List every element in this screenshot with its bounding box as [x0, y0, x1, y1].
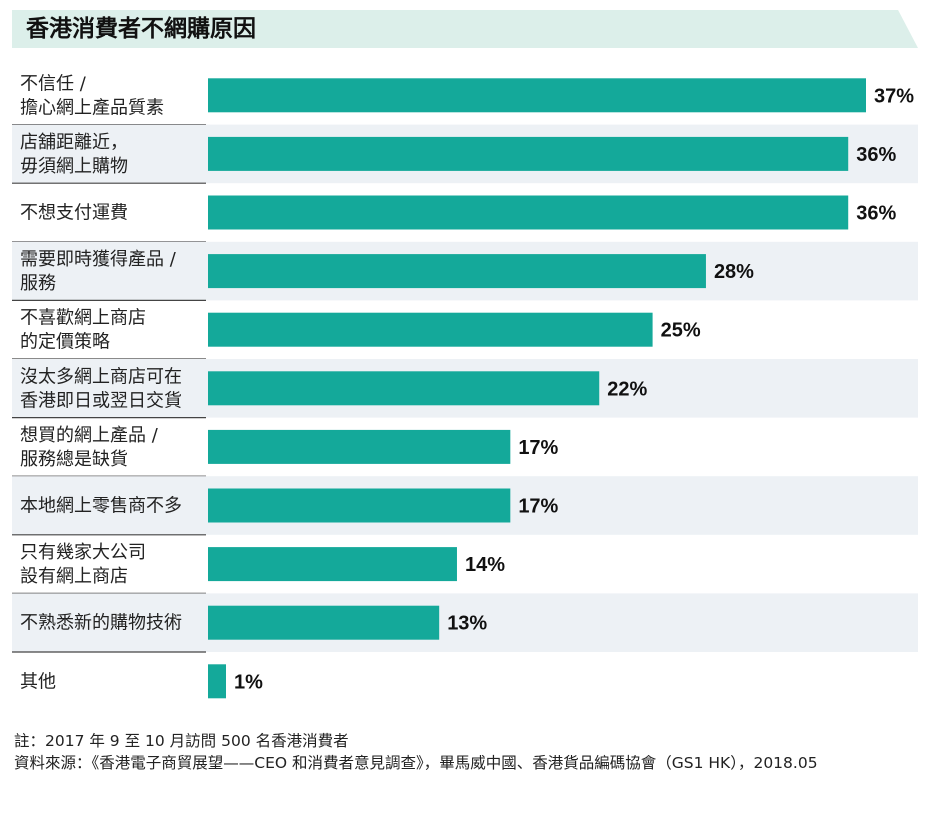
- category-label: 想買的網上產品 /: [20, 425, 159, 446]
- chart-title: 香港消費者不網購原因: [26, 16, 256, 42]
- category-label: 需要即時獲得產品 /: [20, 249, 177, 270]
- bar: [208, 429, 511, 464]
- bar: [208, 371, 600, 406]
- value-label: 1%: [234, 671, 263, 693]
- category-label: 不熟悉新的購物技術: [20, 613, 182, 634]
- bar: [208, 78, 866, 113]
- value-label: 28%: [714, 261, 754, 283]
- source-note: 資料來源：《香港電子商貿展望——CEO 和消費者意見調查》，畢馬威中國、香港貨品…: [14, 754, 818, 772]
- bar: [208, 136, 849, 171]
- bar-chart: 不信任 / 擔心網上產品質素 37% 店舖距離近， 毋須網上購物 36% 不想支付運費 36%…: [12, 73, 918, 699]
- bar: [208, 254, 706, 289]
- value-label: 36%: [856, 203, 896, 225]
- category-label: 本地網上零售商不多: [20, 496, 182, 517]
- category-label: 店舖距離近，: [20, 132, 128, 153]
- value-label: 17%: [518, 437, 558, 459]
- category-label: 沒太多網上商店可在: [20, 366, 182, 387]
- category-label: 其他: [20, 671, 56, 692]
- title-banner: [12, 10, 918, 48]
- value-label: 13%: [447, 613, 487, 635]
- bar: [208, 195, 849, 230]
- category-label: 香港即日或翌日交貨: [20, 390, 182, 411]
- value-label: 22%: [607, 378, 647, 400]
- category-label: 毋須網上購物: [20, 156, 128, 177]
- category-label: 服務: [20, 273, 56, 294]
- bar: [208, 312, 653, 347]
- value-label: 17%: [518, 496, 558, 518]
- category-label: 的定價策略: [20, 332, 110, 353]
- bar: [208, 488, 511, 523]
- category-label: 擔心網上產品質素: [20, 97, 164, 118]
- bar: [208, 664, 226, 699]
- category-label: 服務總是缺貨: [20, 449, 128, 470]
- value-label: 25%: [661, 320, 701, 342]
- value-label: 14%: [465, 554, 505, 576]
- value-label: 36%: [856, 144, 896, 166]
- row-background: [12, 593, 918, 652]
- value-label: 37%: [874, 85, 914, 107]
- category-label: 不想支付運費: [20, 203, 128, 224]
- survey-note: 註：2017 年 9 至 10 月訪問 500 名香港消費者: [14, 732, 349, 750]
- category-label: 不喜歡網上商店: [20, 308, 146, 329]
- category-label: 設有網上商店: [20, 566, 128, 587]
- bar: [208, 547, 457, 582]
- category-label: 不信任 /: [20, 73, 87, 94]
- bar: [208, 605, 440, 640]
- footnotes: 註：2017 年 9 至 10 月訪問 500 名香港消費者 資料來源：《香港電…: [14, 730, 919, 774]
- category-label: 只有幾家大公司: [20, 542, 146, 563]
